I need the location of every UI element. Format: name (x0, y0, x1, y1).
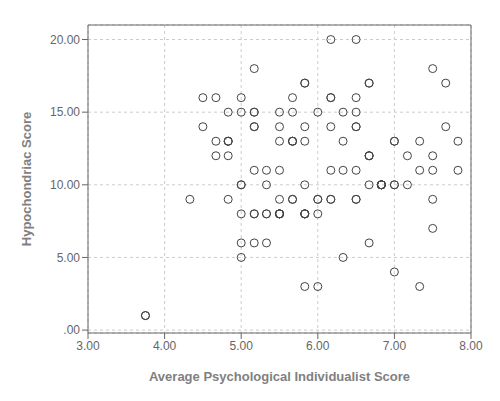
svg-text:5.00: 5.00 (230, 339, 254, 353)
svg-text:5.00: 5.00 (57, 251, 81, 265)
svg-text:Average Psychological Individu: Average Psychological Individualist Scor… (149, 369, 410, 384)
svg-text:8.00: 8.00 (459, 339, 483, 353)
svg-text:.00: .00 (63, 323, 80, 337)
svg-text:6.00: 6.00 (306, 339, 330, 353)
svg-text:7.00: 7.00 (383, 339, 407, 353)
svg-text:3.00: 3.00 (76, 339, 100, 353)
svg-text:4.00: 4.00 (153, 339, 177, 353)
svg-text:15.00: 15.00 (50, 105, 80, 119)
svg-text:10.00: 10.00 (50, 178, 80, 192)
svg-text:20.00: 20.00 (50, 33, 80, 47)
svg-text:Hypochondriac Score: Hypochondriac Score (19, 112, 34, 246)
